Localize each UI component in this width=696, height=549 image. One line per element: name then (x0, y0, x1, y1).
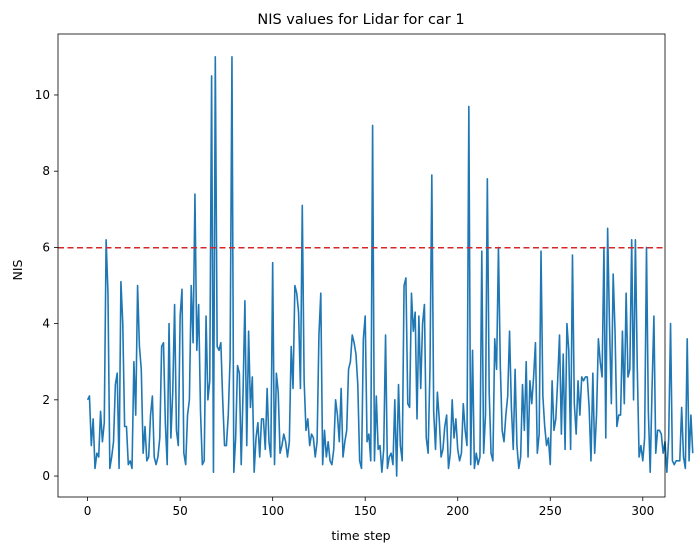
x-tick-label-0: 0 (84, 504, 92, 518)
y-axis-label: NIS (10, 259, 25, 280)
x-tick-label-100: 100 (261, 504, 284, 518)
y-tick-label-4: 4 (42, 317, 50, 331)
y-tick-label-10: 10 (35, 88, 50, 102)
y-tick-label-2: 2 (42, 393, 50, 407)
y-tick-label-0: 0 (42, 469, 50, 483)
x-tick-label-250: 250 (539, 504, 562, 518)
chart-title: NIS values for Lidar for car 1 (257, 12, 464, 28)
y-tick-label-8: 8 (42, 164, 50, 178)
x-tick-label-150: 150 (354, 504, 377, 518)
plot-area: 0 50 100 150 200 250 300 0 2 4 6 8 10 (35, 33, 694, 518)
series-line-0 (86, 56, 694, 477)
x-tick-label-200: 200 (446, 504, 469, 518)
x-axis-label: time step (331, 528, 390, 543)
axes-frame (57, 33, 666, 498)
x-tick-label-300: 300 (631, 504, 654, 518)
x-tick-label-50: 50 (172, 504, 187, 518)
y-tick-label-6: 6 (42, 240, 50, 254)
